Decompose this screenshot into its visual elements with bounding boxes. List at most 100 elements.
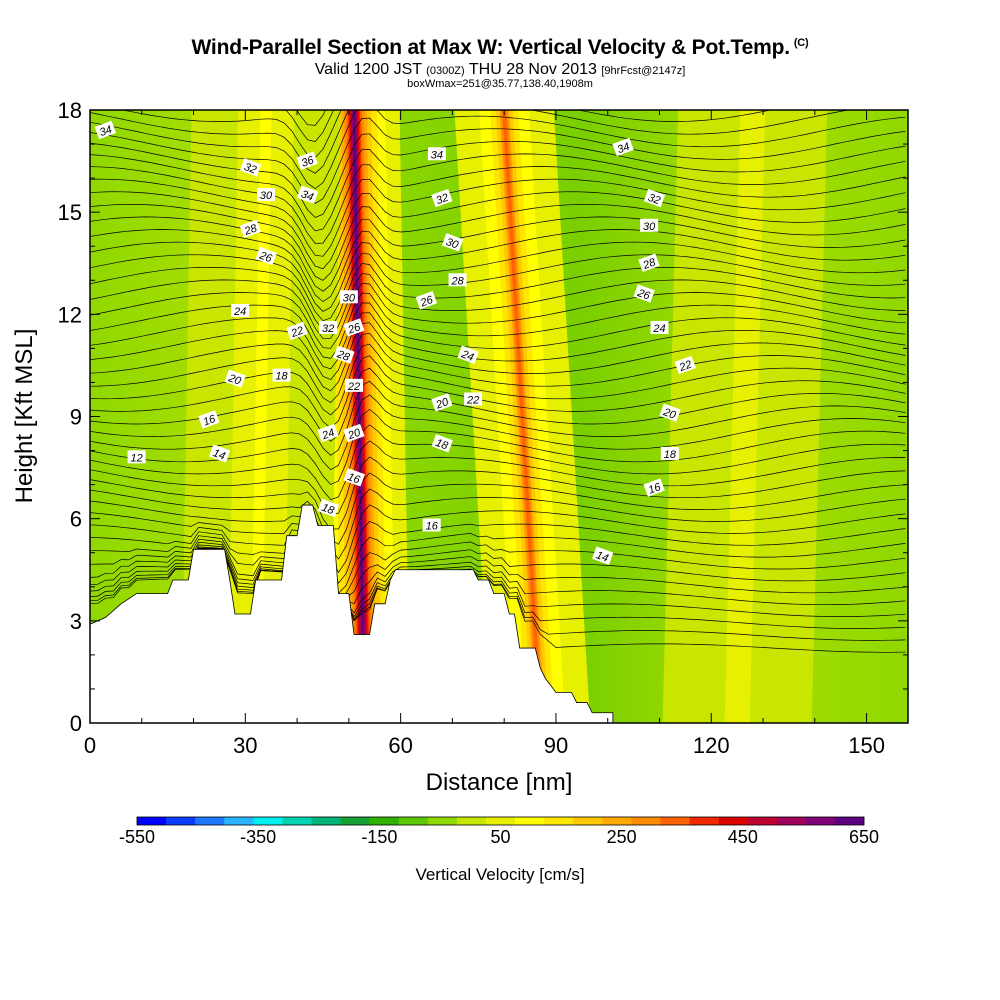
y-tick-label: 12: [58, 302, 82, 327]
colorbar-label: 650: [849, 827, 879, 847]
contour-label: 30: [441, 233, 464, 252]
contour-label: 32: [319, 320, 338, 335]
svg-text:20: 20: [346, 426, 363, 442]
contour-label: 22: [345, 378, 364, 393]
contour-label: 18: [431, 434, 453, 453]
colorbar-swatch: [253, 817, 283, 825]
theta-contour-line: [90, 229, 906, 303]
svg-text:30: 30: [643, 221, 656, 233]
svg-text:22: 22: [466, 394, 479, 406]
svg-text:28: 28: [641, 256, 658, 272]
y-tick-label: 15: [58, 200, 82, 225]
theta-contour-line: [90, 488, 906, 560]
x-tick-label: 30: [233, 733, 257, 758]
theta-contour-line: [90, 424, 906, 501]
colorbar-swatch: [398, 817, 429, 825]
contour-label: 12: [127, 450, 146, 464]
contour-label: 34: [296, 185, 319, 204]
colorbar-label: 250: [607, 827, 637, 847]
theta-contour-line: [90, 110, 851, 174]
colorbar-swatch: [544, 817, 574, 825]
contour-label: 24: [317, 423, 339, 443]
x-axis: 0 30 60 90 120 150: [84, 110, 885, 758]
svg-text:30: 30: [260, 190, 273, 202]
forecast-info: [9hrFcst@2147z]: [601, 65, 686, 77]
y-tick-label: 18: [58, 98, 82, 123]
colorbar-swatch: [834, 817, 865, 825]
contour-label: 20: [343, 423, 365, 443]
y-tick-label: 9: [70, 405, 82, 430]
theta-contour-line: [90, 302, 906, 370]
velocity-band: [352, 110, 366, 723]
theta-contour-line: [90, 216, 906, 292]
theta-contour-line: [90, 367, 906, 442]
svg-text:30: 30: [444, 236, 460, 252]
valid-date: THU 28 Nov 2013: [468, 61, 597, 78]
contour-label: 16: [198, 410, 220, 429]
contour-label: 16: [643, 478, 665, 497]
svg-text:14: 14: [211, 447, 227, 462]
x-tick-label: 60: [388, 733, 412, 758]
contour-label: 28: [239, 219, 262, 238]
colorbar-swatch: [224, 817, 254, 825]
contour-label: 24: [231, 303, 250, 318]
svg-text:32: 32: [322, 323, 334, 335]
svg-text:24: 24: [459, 348, 476, 364]
contour-label: 22: [674, 355, 696, 375]
svg-text:34: 34: [431, 149, 443, 161]
colorbar-label: -350: [240, 827, 276, 847]
theta-contour-line: [90, 332, 906, 404]
velocity-band: [253, 110, 268, 723]
valid-utc: (0300Z): [426, 65, 465, 77]
svg-text:26: 26: [346, 321, 363, 337]
svg-text:32: 32: [646, 192, 662, 207]
x-axis-title: Distance [nm]: [426, 769, 573, 796]
contour-label: 28: [333, 345, 355, 364]
contour-label: 16: [343, 468, 365, 487]
colorbar-label: -550: [119, 827, 155, 847]
contour-label: 26: [343, 318, 365, 337]
contour-label: 14: [592, 546, 614, 565]
colorbar-swatch: [747, 817, 778, 825]
colorbar-swatch: [195, 817, 225, 825]
chart-subtitle: Valid 1200 JST (0300Z) THU 28 Nov 2013 […: [0, 62, 1000, 79]
theta-contour-line: [90, 110, 906, 190]
contour-label: 28: [448, 273, 467, 287]
svg-text:28: 28: [450, 275, 464, 287]
contour-label: 30: [257, 188, 276, 202]
title-block: Wind-Parallel Section at Max W: Vertical…: [0, 36, 1000, 90]
theta-contour-line: [90, 532, 906, 605]
theta-contour-line: [90, 394, 906, 471]
theta-contour-line: [90, 133, 906, 218]
svg-text:34: 34: [299, 188, 315, 203]
colorbar-swatch: [805, 817, 836, 825]
valid-time: Valid 1200 JST: [314, 61, 422, 78]
colorbar-label: 450: [728, 827, 758, 847]
contour-label: 18: [272, 368, 291, 383]
svg-text:22: 22: [677, 359, 694, 375]
colorbar-swatch: [573, 817, 603, 825]
contour-label: 20: [224, 369, 246, 388]
contour-label: 26: [415, 291, 438, 310]
svg-text:22: 22: [289, 325, 306, 341]
contour-label: 32: [239, 158, 262, 177]
contour-label: 22: [286, 321, 308, 341]
svg-text:24: 24: [652, 323, 665, 335]
theta-contour-line: [90, 525, 906, 594]
contour-label: 30: [640, 218, 659, 233]
contour-label: 18: [317, 498, 340, 517]
colorbar-swatch: [137, 817, 167, 825]
copyright-mark: (C): [793, 37, 809, 49]
svg-text:16: 16: [346, 471, 362, 487]
svg-text:34: 34: [98, 124, 114, 139]
y-axis-title: Height [Kft MSL]: [11, 329, 38, 504]
velocity-band: [502, 110, 542, 723]
svg-text:32: 32: [435, 192, 451, 207]
svg-text:32: 32: [242, 161, 258, 176]
contour-label: 20: [431, 393, 453, 412]
chart-title: Wind-Parallel Section at Max W: Vertical…: [191, 36, 809, 59]
colorbar-swatch: [660, 817, 690, 825]
theta-contour-line: [90, 528, 906, 601]
svg-text:20: 20: [434, 396, 451, 412]
svg-text:18: 18: [275, 371, 288, 383]
